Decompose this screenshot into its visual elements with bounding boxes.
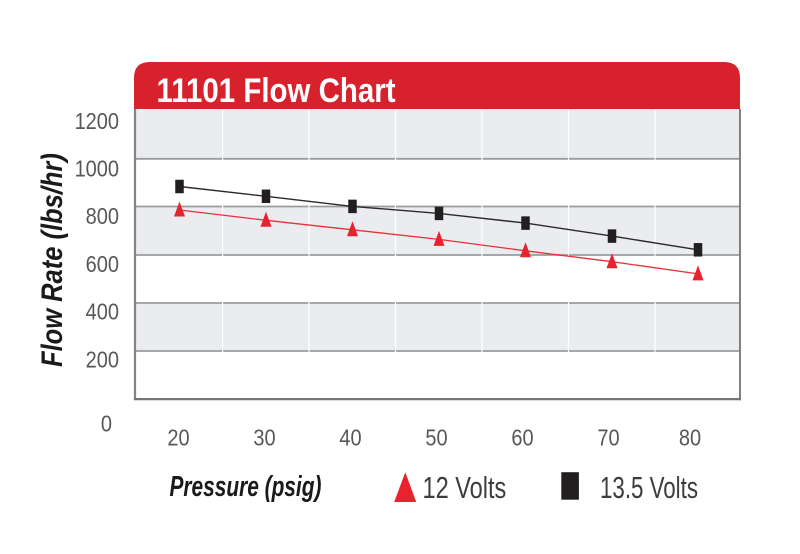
- svg-text:600: 600: [86, 250, 119, 277]
- svg-text:12 Volts: 12 Volts: [423, 470, 507, 505]
- svg-text:20: 20: [167, 424, 189, 451]
- svg-text:50: 50: [425, 424, 447, 451]
- svg-text:Pressure (psig): Pressure (psig): [170, 471, 322, 503]
- svg-text:400: 400: [86, 298, 119, 325]
- svg-text:80: 80: [679, 424, 701, 451]
- svg-text:70: 70: [597, 424, 619, 451]
- svg-text:0: 0: [101, 410, 112, 437]
- svg-text:Flow Rate (lbs/hr): Flow Rate (lbs/hr): [35, 153, 68, 367]
- svg-text:13.5 Volts: 13.5 Volts: [600, 470, 698, 504]
- svg-text:30: 30: [253, 424, 275, 451]
- svg-text:11101 Flow Chart: 11101 Flow Chart: [157, 71, 396, 109]
- svg-text:800: 800: [86, 203, 119, 230]
- svg-text:1200: 1200: [75, 107, 119, 134]
- svg-text:40: 40: [339, 424, 361, 451]
- svg-text:60: 60: [511, 424, 533, 451]
- svg-text:200: 200: [86, 346, 119, 373]
- svg-text:1000: 1000: [75, 155, 119, 182]
